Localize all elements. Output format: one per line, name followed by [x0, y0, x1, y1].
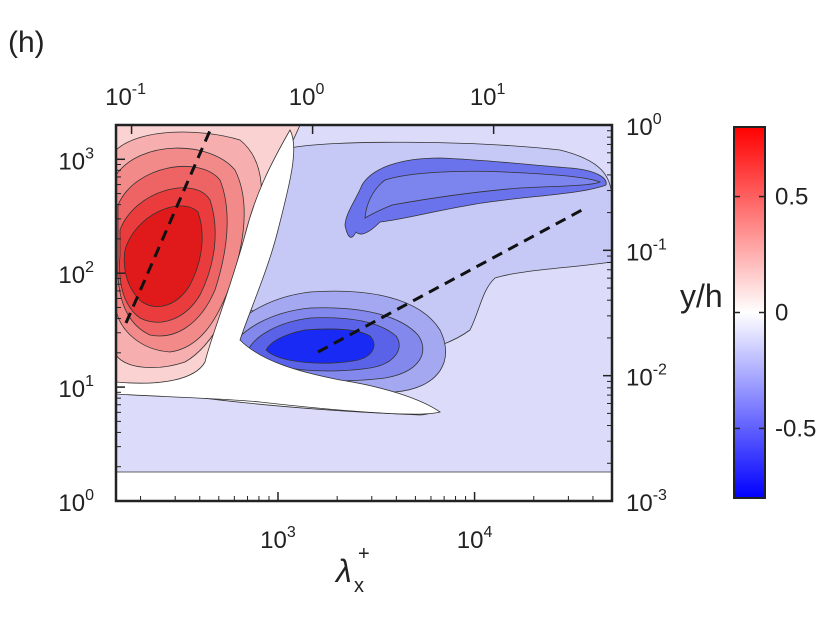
y-axis-right-label: y/h	[680, 278, 723, 314]
x-tick-label: 104	[457, 524, 493, 554]
contour-zero-band	[116, 129, 441, 415]
top-tick-label: 101	[470, 81, 506, 111]
colorbar-tick-label: 0	[775, 300, 788, 327]
colorbar-tick-label: -0.5	[775, 415, 816, 442]
plot-frame	[114, 123, 614, 503]
x-axis-label-sub: x	[354, 575, 364, 597]
colorbar-ticks: 0.5 0 -0.5	[734, 184, 816, 442]
y-axis-left: 100 101 102 103	[58, 145, 125, 517]
right-tick-label: 10-2	[626, 362, 667, 392]
dashed-line-ridge-negative	[317, 208, 583, 354]
contour-level-negative-upper-2	[364, 170, 602, 219]
x-axis-top: 10-1 100 101	[105, 81, 506, 134]
y-tick-label: 101	[58, 373, 94, 403]
x-axis-label: λ	[334, 553, 352, 589]
right-tick-label: 10-3	[626, 487, 667, 517]
x-tick-label: 103	[260, 524, 296, 554]
right-tick-label: 10-1	[626, 236, 667, 266]
y-tick-label: 100	[58, 487, 94, 517]
x-axis-label-sup: +	[358, 543, 370, 565]
x-axis-bottom: 103 104	[140, 492, 594, 554]
right-tick-label: 100	[626, 111, 662, 141]
panel-label: (h)	[8, 26, 45, 59]
top-tick-label: 10-1	[105, 81, 146, 111]
contour-level-negative-core	[265, 328, 375, 364]
y-tick-label: 102	[58, 259, 94, 289]
contour-fills	[116, 125, 612, 473]
y-tick-label: 103	[58, 145, 94, 175]
y-axis-right: 10-3 10-2 10-1 100	[603, 111, 667, 517]
colorbar-tick-label: 0.5	[775, 184, 808, 211]
top-tick-label: 100	[289, 81, 325, 111]
